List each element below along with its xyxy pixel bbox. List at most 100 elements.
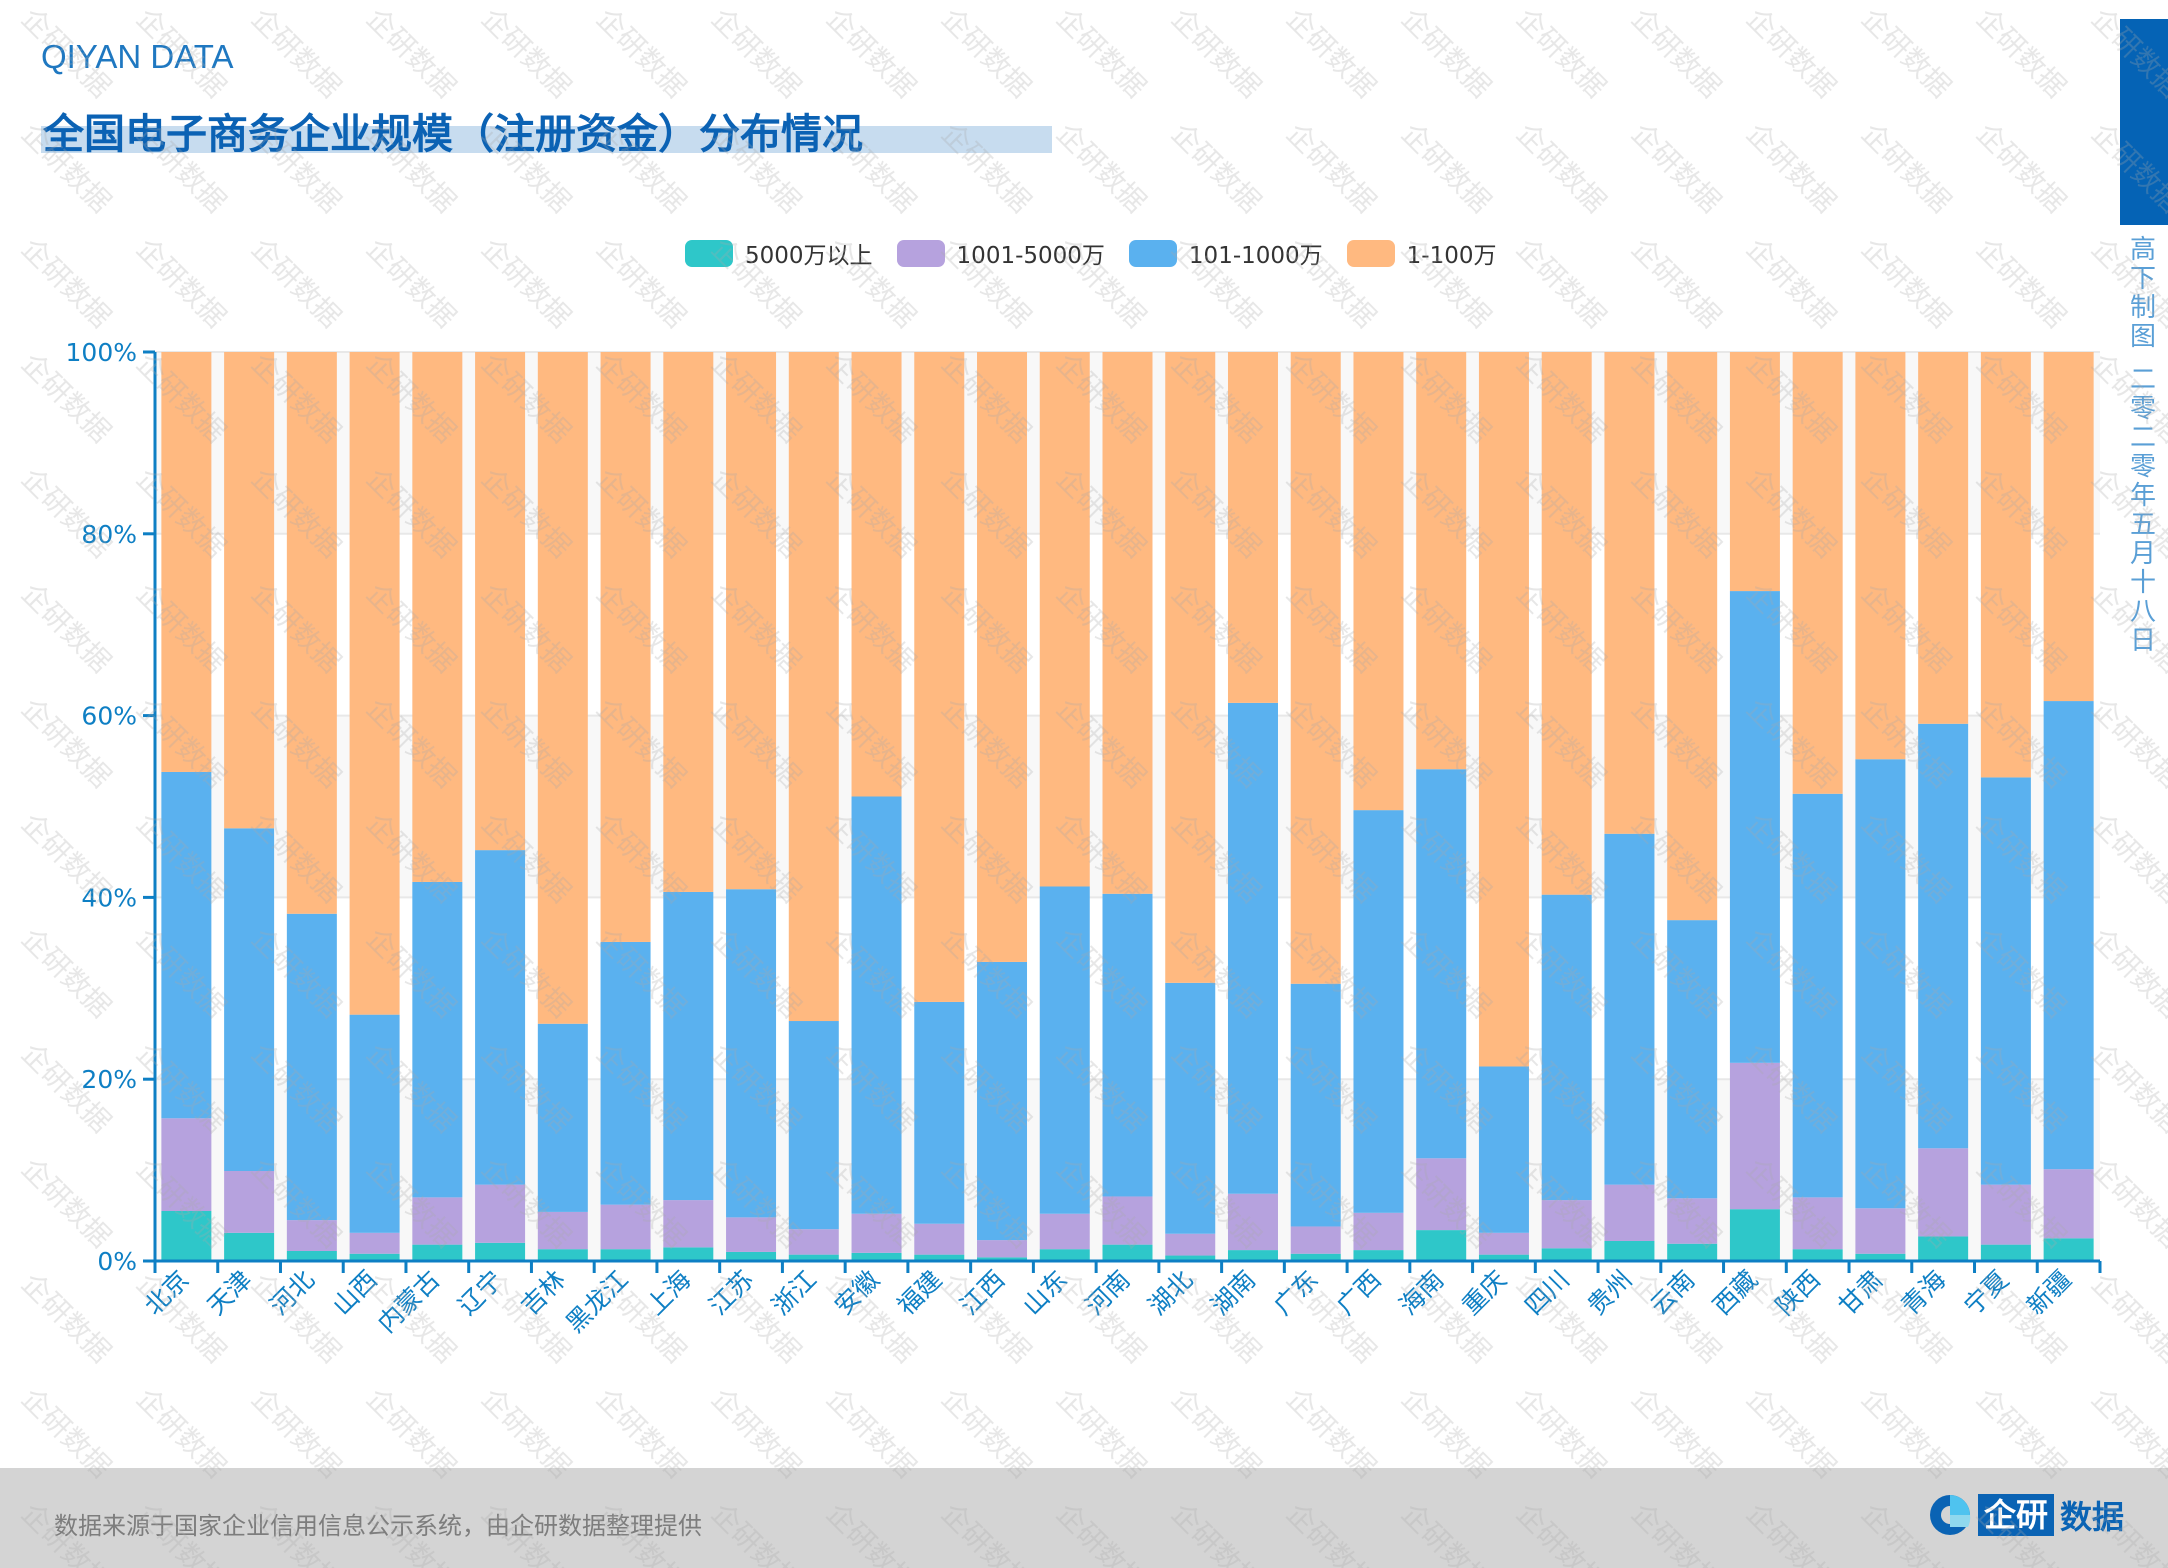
bar-segment	[1102, 1244, 1153, 1261]
bar-segment	[1165, 982, 1216, 1234]
bar-segment	[1165, 352, 1216, 983]
bar-segment	[1667, 1243, 1718, 1261]
bar-segment	[537, 1249, 588, 1261]
bar-segment	[726, 889, 777, 1218]
legend-swatch-icon	[896, 239, 945, 267]
bar-segment	[412, 1197, 463, 1245]
brand-label: QIYAN DATA	[41, 38, 234, 75]
maker-label: 高下制图	[2129, 235, 2156, 352]
x-tick-label: 安徽	[829, 1265, 885, 1321]
bar-segment	[1478, 352, 1529, 1067]
bar-segment	[1855, 759, 1906, 1209]
bar-segment	[1478, 1254, 1529, 1261]
bar-segment	[537, 352, 588, 1024]
x-tick-label: 青海	[1896, 1265, 1952, 1321]
bar-segment	[1604, 1184, 1655, 1242]
bar-segment	[1855, 1208, 1906, 1254]
bar-segment	[788, 1021, 839, 1230]
bar-segment	[286, 913, 337, 1221]
bar-segment	[1353, 810, 1404, 1213]
x-tick-label: 上海	[641, 1265, 697, 1321]
legend-swatch-icon	[685, 239, 733, 267]
x-tick-label: 河南	[1080, 1265, 1136, 1321]
bar-segment	[1353, 1250, 1404, 1261]
bar-segment	[1227, 1193, 1278, 1251]
bar-segment	[1918, 352, 1969, 724]
legend-swatch-icon	[1346, 239, 1395, 267]
bar-segment	[600, 1249, 651, 1261]
bar-segment	[1227, 1250, 1278, 1261]
y-tick-label: 60%	[81, 702, 137, 731]
page-title: 全国电子商务企业规模（注册资金）分布情况	[43, 110, 863, 158]
bar-segment	[726, 1251, 777, 1261]
bar-segment	[412, 352, 463, 882]
x-tick-label: 吉林	[515, 1265, 571, 1321]
bar-segment	[1604, 1241, 1655, 1261]
x-tick-label: 江西	[954, 1265, 1010, 1321]
bar-segment	[663, 352, 714, 892]
y-tick-label: 0%	[97, 1247, 137, 1276]
bar-segment	[412, 1244, 463, 1261]
bar-segment	[537, 1023, 588, 1212]
legend-item[interactable]: 1001-5000万	[896, 236, 1105, 270]
x-tick-label: 河北	[264, 1265, 320, 1321]
logo-tail-text: 数据	[2060, 1498, 2125, 1536]
bar-segment	[1416, 1158, 1467, 1231]
bar-segment	[726, 352, 777, 890]
bar-segment	[1165, 1255, 1216, 1261]
bar-segment	[1416, 1230, 1467, 1261]
bar-segment	[1980, 352, 2031, 778]
bar-segment	[1039, 886, 1090, 1214]
bar-segment	[663, 1247, 714, 1261]
bar-segment	[914, 1223, 965, 1255]
bar-segment	[2043, 1169, 2094, 1239]
y-tick-label: 100%	[66, 338, 137, 367]
bar-segment	[161, 771, 212, 1119]
bar-segment	[286, 1220, 337, 1252]
title-underline-band	[41, 126, 1052, 153]
bar-segment	[286, 352, 337, 914]
bar-segment	[224, 1232, 275, 1261]
bar-segment	[851, 1252, 902, 1261]
bar-segment	[1290, 352, 1341, 984]
x-tick-label: 陕西	[1770, 1265, 1826, 1321]
legend-swatch-icon	[1128, 239, 1177, 267]
bar-segment	[537, 1211, 588, 1250]
bar-segment	[161, 1118, 212, 1212]
bar-segment	[977, 352, 1028, 962]
bar-segment	[1416, 352, 1467, 770]
bar-segment	[1918, 1236, 1969, 1261]
x-tick-label: 江苏	[703, 1265, 759, 1321]
bar-segment	[1729, 591, 1780, 1063]
bar-segment	[1980, 1244, 2031, 1261]
x-tick-label: 山西	[327, 1265, 383, 1321]
x-tick-label: 新疆	[2021, 1265, 2077, 1321]
bar-segment	[349, 1232, 400, 1254]
bar-segment	[663, 1200, 714, 1248]
x-tick-label: 云南	[1645, 1265, 1701, 1321]
bar-segment	[1353, 352, 1404, 811]
legend-item[interactable]: 1-100万	[1346, 236, 1497, 270]
x-tick-label: 广东	[1268, 1265, 1324, 1321]
bar-segment	[1667, 1198, 1718, 1244]
bar-segment	[788, 1229, 839, 1255]
bar-segment	[349, 1014, 400, 1233]
bar-segment	[1667, 920, 1718, 1199]
bar-segment	[2043, 1238, 2094, 1261]
bar-segment	[977, 1240, 1028, 1258]
legend-label: 1-100万	[1406, 243, 1497, 269]
bar-segment	[600, 1204, 651, 1250]
legend-label: 1001-5000万	[956, 243, 1105, 269]
legend-item[interactable]: 101-1000万	[1128, 236, 1323, 270]
bar-segment	[1792, 352, 1843, 794]
legend-item[interactable]: 5000万以上	[685, 236, 873, 270]
bar-segment	[1604, 833, 1655, 1185]
x-tick-label: 甘肃	[1833, 1265, 1889, 1321]
x-tick-label: 福建	[892, 1265, 948, 1321]
x-tick-label: 广西	[1331, 1265, 1387, 1321]
legend-label: 5000万以上	[745, 243, 873, 269]
bar-segment	[412, 881, 463, 1198]
bar-segment	[224, 1171, 275, 1233]
bar-segment	[2043, 352, 2094, 702]
bar-segment	[1165, 1233, 1216, 1256]
